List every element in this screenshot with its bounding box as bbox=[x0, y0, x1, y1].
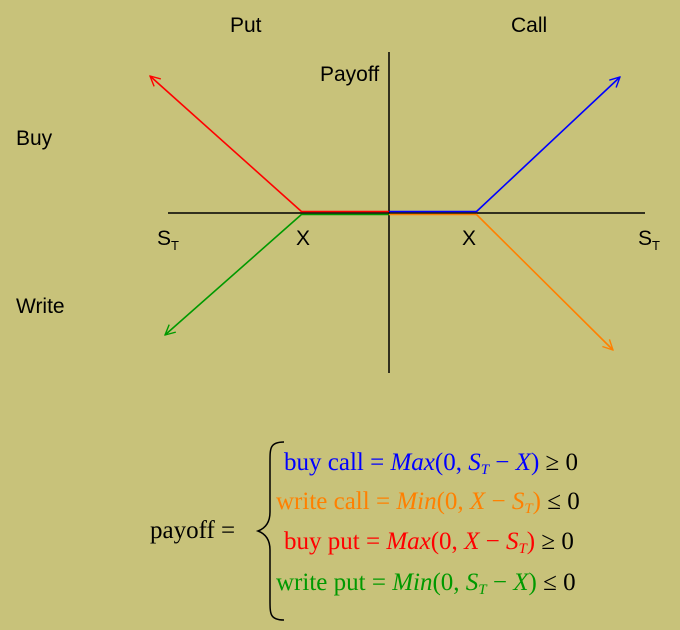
buy-call-line bbox=[475, 77, 620, 213]
payoff-formula: payoff = buy call = Max(0, ST − X) ≥ 0 w… bbox=[0, 430, 680, 630]
buy-put-line bbox=[150, 76, 303, 213]
formula-lhs: payoff = bbox=[150, 517, 236, 544]
formula-row-write-put: write put = Min(0, ST − X) ≤ 0 bbox=[276, 569, 576, 598]
payoff-axis-label: Payoff bbox=[320, 63, 380, 86]
strike-label-put: X bbox=[296, 227, 311, 250]
formula-brace bbox=[255, 441, 285, 621]
strike-label-call: X bbox=[462, 227, 477, 250]
call-column-label: Call bbox=[511, 14, 548, 37]
write-put-line bbox=[165, 213, 303, 335]
formula-row-write-call: write call = Min(0, X − ST) ≤ 0 bbox=[276, 488, 580, 517]
formula-row-buy-put: buy put = Max(0, X − ST) ≥ 0 bbox=[284, 528, 574, 557]
put-column-label: Put bbox=[230, 14, 262, 37]
formula-row-buy-call: buy call = Max(0, ST − X) ≥ 0 bbox=[284, 449, 578, 478]
write-call-line bbox=[475, 213, 613, 350]
st-axis-label-right: ST bbox=[638, 227, 660, 253]
payoff-diagram bbox=[0, 52, 645, 373]
st-axis-label-left: ST bbox=[157, 227, 179, 253]
buy-row-label: Buy bbox=[16, 127, 53, 150]
write-row-label: Write bbox=[16, 295, 65, 318]
